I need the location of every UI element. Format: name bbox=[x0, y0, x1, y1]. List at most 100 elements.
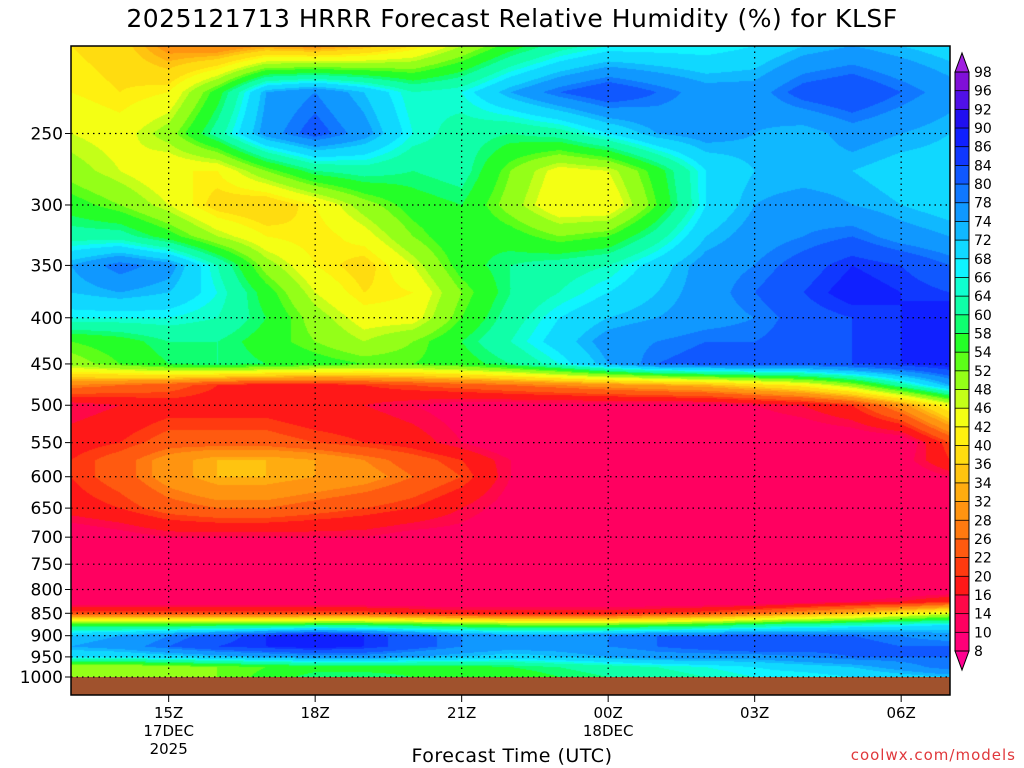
colorbar-label: 84 bbox=[974, 158, 992, 174]
colorbar-label: 20 bbox=[974, 569, 992, 585]
y-tick-label: 800 bbox=[31, 581, 63, 601]
colorbar-swatch bbox=[955, 613, 969, 633]
colorbar-swatch bbox=[955, 594, 969, 614]
colorbar-label: 22 bbox=[974, 551, 992, 567]
colorbar-max-arrow bbox=[954, 51, 970, 73]
colorbar-swatch bbox=[955, 557, 969, 577]
colorbar-label: 8 bbox=[974, 644, 983, 660]
y-tick-label: 600 bbox=[31, 468, 63, 488]
colorbar-label: 74 bbox=[974, 214, 992, 230]
colorbar-swatch bbox=[955, 520, 969, 539]
colorbar-label: 40 bbox=[974, 439, 992, 455]
colorbar-swatch bbox=[955, 165, 969, 185]
humidity-heatmap bbox=[71, 46, 950, 677]
colorbar-label: 54 bbox=[974, 345, 992, 361]
y-tick-label: 850 bbox=[31, 604, 63, 624]
colorbar-label: 80 bbox=[974, 177, 992, 193]
colorbar-swatch bbox=[955, 258, 969, 278]
colorbar-label: 98 bbox=[974, 65, 992, 81]
y-tick-label: 900 bbox=[31, 627, 63, 647]
colorbar-label: 60 bbox=[974, 308, 992, 324]
x-tick-label: 03Z bbox=[740, 704, 769, 722]
colorbar-label: 14 bbox=[974, 607, 992, 623]
colorbar-swatch bbox=[955, 146, 969, 166]
colorbar-label: 58 bbox=[974, 326, 992, 342]
colorbar-label: 16 bbox=[974, 588, 992, 604]
y-tick-label: 300 bbox=[31, 196, 63, 216]
colorbar-label: 32 bbox=[974, 495, 992, 511]
x-tick-year-label: 2025 bbox=[150, 740, 188, 758]
plot-frame bbox=[70, 45, 951, 696]
colorbar-label: 64 bbox=[974, 289, 992, 305]
y-tick-label: 650 bbox=[31, 499, 63, 519]
colorbar-swatch bbox=[955, 333, 969, 353]
colorbar-label: 72 bbox=[974, 233, 992, 249]
x-tick-label: 00Z bbox=[593, 704, 622, 722]
ground-band bbox=[71, 677, 950, 695]
colorbar-label: 42 bbox=[974, 420, 992, 436]
y-tick-label: 950 bbox=[31, 648, 63, 668]
colorbar-swatch bbox=[955, 72, 969, 91]
colorbar-swatch bbox=[955, 426, 969, 446]
y-tick-label: 500 bbox=[31, 396, 63, 416]
x-tick-label: 15Z bbox=[154, 704, 183, 722]
colorbar-swatch bbox=[955, 128, 969, 147]
colorbar-swatch bbox=[955, 202, 969, 222]
colorbar-swatch bbox=[955, 389, 969, 409]
colorbar-swatch bbox=[955, 296, 969, 315]
colorbar-swatch bbox=[955, 314, 969, 334]
colorbar-swatch bbox=[955, 538, 969, 558]
y-tick-label: 400 bbox=[31, 309, 63, 329]
colorbar-swatch bbox=[955, 184, 969, 203]
y-tick-label: 700 bbox=[31, 528, 63, 548]
colorbar-swatch bbox=[955, 501, 969, 521]
colorbar-swatch bbox=[955, 482, 969, 502]
x-tick-date-label: 18DEC bbox=[583, 722, 634, 740]
colorbar-label: 36 bbox=[974, 457, 992, 473]
x-tick-label: 21Z bbox=[447, 704, 476, 722]
x-axis-title: Forecast Time (UTC) bbox=[411, 745, 613, 767]
colorbar-label: 86 bbox=[974, 140, 992, 156]
y-tick-label: 750 bbox=[31, 555, 63, 575]
colorbar-swatch bbox=[955, 277, 969, 297]
colorbar-label: 78 bbox=[974, 196, 992, 212]
colorbar-label: 92 bbox=[974, 102, 992, 118]
colorbar-swatch bbox=[955, 370, 969, 390]
colorbar-label: 66 bbox=[974, 270, 992, 286]
colorbar-label: 96 bbox=[974, 84, 992, 100]
colorbar: 8 10 14 16 20 22 26 28 32 34 36 40 42 46 48 52 54 58 60 64 6… bbox=[954, 51, 992, 672]
y-tick-label: 1000 bbox=[20, 668, 63, 688]
colorbar-swatch bbox=[955, 221, 969, 241]
grid-lines bbox=[71, 46, 950, 678]
colorbar-label: 46 bbox=[974, 401, 992, 417]
colorbar-label: 10 bbox=[974, 625, 992, 641]
y-tick-label: 550 bbox=[31, 434, 63, 454]
colorbar-label: 34 bbox=[974, 476, 992, 492]
colorbar-label: 28 bbox=[974, 513, 992, 529]
colorbar-label: 26 bbox=[974, 532, 992, 548]
chart-title: 2025121713 HRRR Forecast Relative Humidi… bbox=[126, 4, 898, 33]
colorbar-swatch bbox=[955, 576, 969, 595]
x-tick-date-label: 17DEC bbox=[143, 722, 194, 740]
credit-text: coolwx.com/models bbox=[850, 746, 1016, 764]
y-tick-label: 350 bbox=[31, 256, 63, 276]
colorbar-label: 68 bbox=[974, 252, 992, 268]
colorbar-swatch bbox=[955, 240, 969, 259]
y-tick-label: 250 bbox=[31, 124, 63, 144]
colorbar-swatch bbox=[955, 352, 969, 371]
colorbar-label: 52 bbox=[974, 364, 992, 380]
y-axis: 250 300 350 400 450 500 550 600 650 700 750 800 850 9… bbox=[20, 124, 71, 688]
colorbar-swatch bbox=[955, 632, 969, 651]
colorbar-min-arrow bbox=[954, 650, 970, 672]
x-tick-label: 18Z bbox=[300, 704, 329, 722]
colorbar-label: 48 bbox=[974, 383, 992, 399]
colorbar-label: 90 bbox=[974, 121, 992, 137]
colorbar-swatch bbox=[955, 445, 969, 465]
x-tick-label: 06Z bbox=[886, 704, 915, 722]
colorbar-swatch bbox=[955, 408, 969, 427]
colorbar-swatch bbox=[955, 90, 969, 110]
y-tick-label: 450 bbox=[31, 355, 63, 375]
colorbar-swatch bbox=[955, 464, 969, 483]
